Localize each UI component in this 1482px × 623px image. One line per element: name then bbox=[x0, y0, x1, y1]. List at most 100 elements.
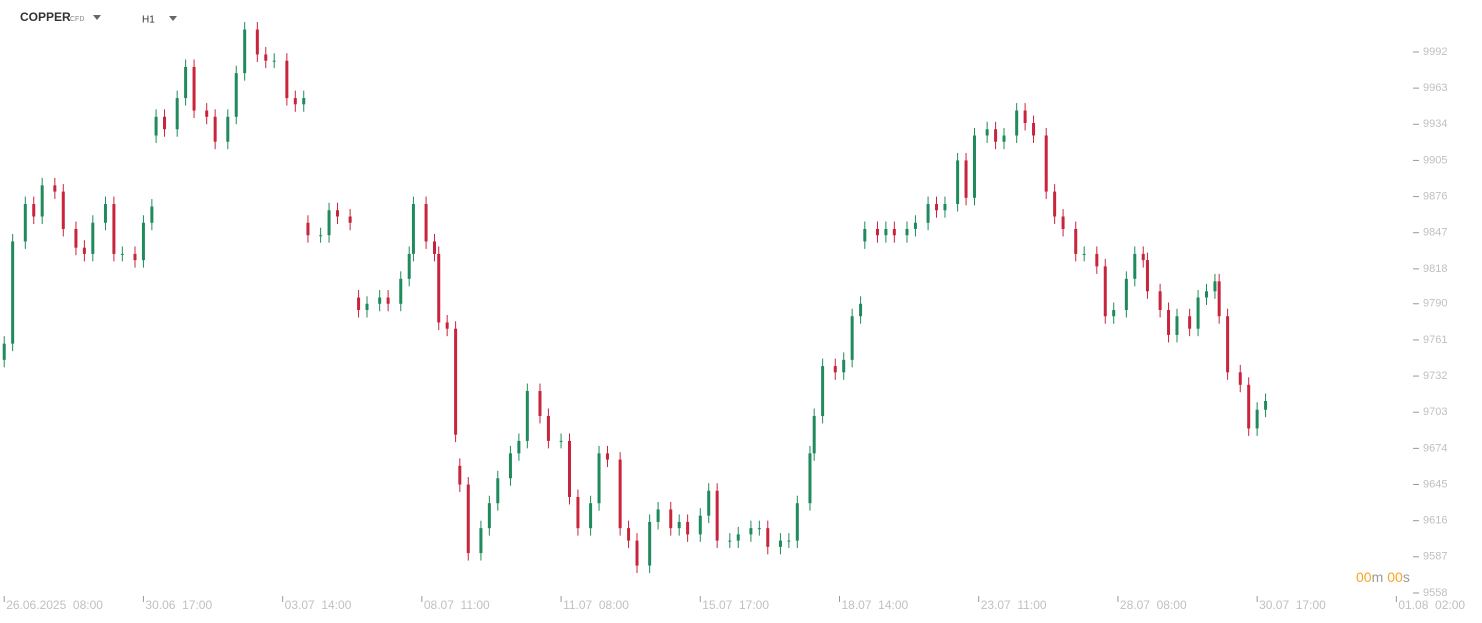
candle-body bbox=[1247, 384, 1251, 429]
candle-body bbox=[1053, 191, 1057, 217]
candle-body bbox=[365, 303, 369, 310]
candle-body bbox=[399, 278, 403, 304]
y-tick-label: 9905 bbox=[1423, 154, 1447, 166]
candle-body bbox=[648, 521, 652, 566]
x-tick-label: 30.06 17:00 bbox=[145, 598, 212, 612]
candle-body bbox=[698, 515, 702, 535]
candle-body bbox=[1175, 316, 1179, 335]
candle-body bbox=[32, 204, 36, 217]
candle-body bbox=[905, 228, 909, 236]
candle-body bbox=[226, 116, 230, 142]
candle-body bbox=[1032, 123, 1036, 136]
candle-body bbox=[842, 359, 846, 373]
y-tick-label: 9847 bbox=[1423, 227, 1447, 239]
candle-body bbox=[863, 228, 867, 242]
candle-body bbox=[437, 253, 441, 323]
candle-body bbox=[285, 60, 289, 99]
candle-body bbox=[985, 129, 989, 136]
y-tick-label: 9616 bbox=[1423, 515, 1447, 527]
candle-body bbox=[935, 204, 939, 211]
candle-body bbox=[627, 528, 631, 541]
x-tick-label: 11.07 08:00 bbox=[563, 598, 629, 612]
candle-body bbox=[972, 135, 976, 198]
candle-body bbox=[53, 185, 57, 192]
candle-body bbox=[850, 316, 854, 360]
candle-body bbox=[458, 465, 462, 485]
candle-body bbox=[386, 297, 390, 304]
candle-body bbox=[378, 297, 382, 304]
candle-body bbox=[479, 528, 483, 554]
candle-body bbox=[348, 216, 352, 223]
candle-body bbox=[487, 503, 491, 529]
candle-body bbox=[546, 415, 550, 441]
candle-body bbox=[1145, 260, 1149, 292]
y-tick-label: 9818 bbox=[1423, 263, 1447, 275]
candle-body bbox=[141, 222, 145, 261]
candle-body bbox=[884, 228, 888, 236]
candle-body bbox=[715, 490, 719, 541]
candle-body bbox=[91, 222, 95, 254]
candle-body bbox=[892, 228, 896, 236]
y-tick-label: 9558 bbox=[1423, 587, 1447, 599]
candle-body bbox=[112, 204, 116, 254]
timeframe[interactable]: H1 bbox=[142, 15, 155, 26]
candle-body bbox=[243, 29, 247, 74]
candle-body bbox=[812, 415, 816, 454]
candle-body bbox=[205, 110, 209, 117]
candle-body bbox=[264, 54, 268, 61]
candle-body bbox=[964, 160, 968, 198]
y-tick-label: 9934 bbox=[1423, 118, 1447, 130]
countdown-seconds-unit: s bbox=[1403, 569, 1410, 585]
candle-body bbox=[1023, 110, 1027, 124]
y-tick-label: 9645 bbox=[1423, 478, 1447, 490]
candle-body bbox=[433, 241, 437, 254]
candle-body bbox=[669, 509, 673, 529]
candle-body bbox=[234, 73, 238, 117]
symbol-dropdown[interactable] bbox=[93, 15, 101, 20]
candle-body bbox=[943, 204, 947, 211]
candle-body bbox=[1226, 316, 1230, 373]
candle-body bbox=[568, 440, 572, 497]
candle-body bbox=[23, 204, 27, 242]
candle-body bbox=[778, 540, 782, 547]
candle-body bbox=[74, 228, 78, 248]
candle-body bbox=[1255, 409, 1259, 429]
candle-body bbox=[466, 484, 470, 554]
candle-body bbox=[1213, 281, 1217, 292]
candle-body bbox=[120, 253, 124, 255]
candle-body bbox=[517, 440, 521, 454]
timeframe-dropdown[interactable] bbox=[169, 16, 177, 21]
candle-body bbox=[163, 116, 167, 130]
candle-body bbox=[538, 391, 542, 416]
candle-body bbox=[686, 521, 690, 535]
candle-body bbox=[994, 129, 998, 142]
candle-body bbox=[913, 222, 917, 229]
candle-body bbox=[327, 210, 331, 236]
y-tick-label: 9703 bbox=[1423, 406, 1447, 418]
candle-body bbox=[787, 540, 791, 542]
candle-body bbox=[1002, 135, 1006, 142]
candle-body bbox=[1158, 291, 1162, 310]
candle-body bbox=[319, 235, 323, 237]
candle-body bbox=[184, 66, 188, 99]
candle-body bbox=[1044, 135, 1048, 192]
countdown: 00m 00s bbox=[1356, 569, 1410, 585]
candle-body bbox=[525, 391, 529, 441]
candle-body bbox=[82, 247, 86, 254]
x-tick-label: 26.06.2025 08:00 bbox=[6, 598, 103, 612]
candle-body bbox=[559, 440, 563, 442]
x-tick-label: 18.07 14:00 bbox=[841, 598, 908, 612]
x-tick-label: 15.07 17:00 bbox=[702, 598, 769, 612]
candle-body bbox=[1082, 253, 1086, 255]
candle-body bbox=[407, 253, 411, 279]
y-tick-label: 9761 bbox=[1423, 334, 1447, 346]
candle-body bbox=[1074, 228, 1078, 254]
symbol[interactable]: COPPER bbox=[20, 10, 71, 24]
countdown-minutes: 00 bbox=[1356, 569, 1372, 585]
candle-body bbox=[508, 453, 512, 479]
candle-body bbox=[424, 204, 428, 242]
candle-body bbox=[1015, 110, 1019, 136]
candle-body bbox=[306, 222, 310, 236]
candle-body bbox=[357, 297, 361, 310]
